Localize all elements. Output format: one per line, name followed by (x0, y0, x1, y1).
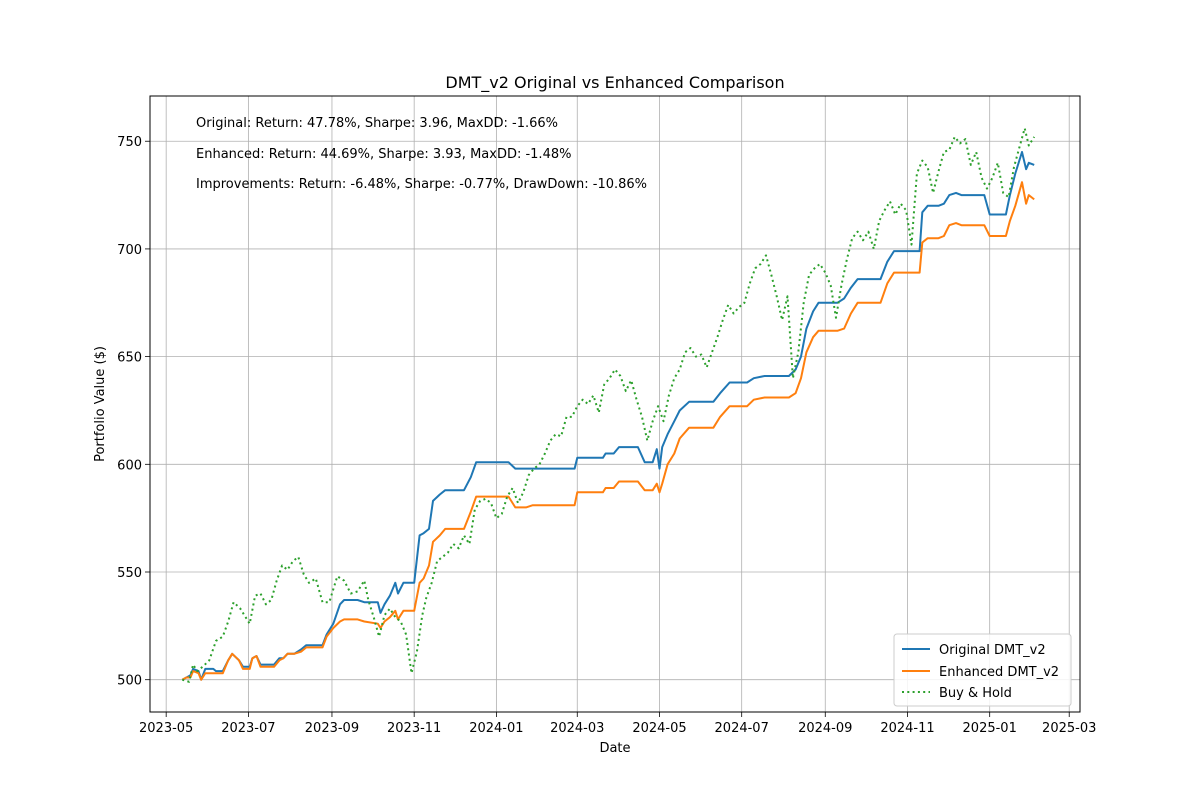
x-tick-label: 2023-11 (387, 721, 441, 736)
x-tick-label: 2023-05 (139, 721, 193, 736)
legend-label-enhanced: Enhanced DMT_v2 (939, 665, 1059, 680)
legend-box (893, 633, 1072, 707)
x-axis-label: Date (599, 741, 630, 756)
y-tick-label: 700 (117, 243, 142, 258)
legend-label-original: Original DMT_v2 (939, 643, 1046, 658)
y-tick-label: 500 (117, 674, 142, 689)
enhanced-series-line (181, 181, 1035, 681)
annotation-original-metrics: Original: Return: 47.78%, Sharpe: 3.96, … (196, 116, 558, 131)
x-tick-label: 2024-11 (880, 721, 934, 736)
legend: Original DMT_v2 Enhanced DMT_v2 Buy & Ho… (893, 633, 1072, 707)
original-series-line (181, 151, 1035, 681)
y-tick-label: 750 (117, 135, 142, 150)
plot-series (181, 127, 1036, 683)
metrics-annotations: Original: Return: 47.78%, Sharpe: 3.96, … (196, 116, 647, 192)
x-tick-label: 2024-07 (715, 721, 769, 736)
grid-lines (150, 96, 1080, 712)
y-axis-label: Portfolio Value ($) (93, 346, 108, 462)
y-tick-label: 550 (117, 566, 142, 581)
x-tick-label: 2025-03 (1042, 721, 1096, 736)
annotation-improvements: Improvements: Return: -6.48%, Sharpe: -0… (196, 177, 647, 192)
annotation-enhanced-metrics: Enhanced: Return: 44.69%, Sharpe: 3.93, … (196, 147, 571, 162)
y-tick-label: 650 (117, 351, 142, 366)
x-tick-label: 2024-05 (632, 721, 686, 736)
x-tick-label: 2024-09 (798, 721, 852, 736)
axis-ticks: 2023-05 2023-07 2023-09 2023-11 2024-01 2024-… (117, 135, 1096, 736)
x-tick-label: 2023-07 (221, 721, 275, 736)
chart-title: DMT_v2 Original vs Enhanced Comparison (445, 73, 784, 93)
x-tick-label: 2023-09 (305, 721, 359, 736)
x-tick-label: 2024-03 (550, 721, 604, 736)
legend-label-buy-hold: Buy & Hold (939, 686, 1012, 701)
plot-frame (149, 95, 1081, 713)
x-tick-label: 2025-01 (963, 721, 1017, 736)
x-tick-label: 2024-01 (469, 721, 523, 736)
y-tick-label: 600 (117, 458, 142, 473)
